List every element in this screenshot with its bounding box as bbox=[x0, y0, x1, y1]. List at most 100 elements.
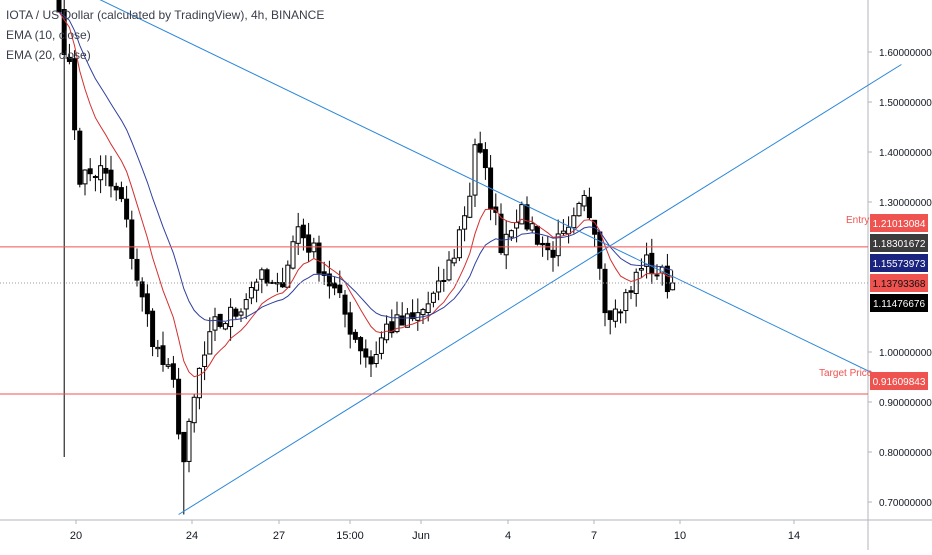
price-label-text: 1.11476676 bbox=[873, 299, 926, 310]
candle-body bbox=[482, 149, 488, 169]
candle-body bbox=[196, 367, 202, 399]
price-label-box bbox=[870, 214, 928, 232]
chart-title: IOTA / US Dollar (calculated by TradingV… bbox=[6, 8, 325, 22]
candle-body bbox=[82, 169, 88, 185]
y-tick-label: 1.30000000 bbox=[879, 198, 932, 209]
price-label-box bbox=[870, 294, 928, 312]
candle-body bbox=[290, 241, 296, 269]
price-label-text: 1.15573973 bbox=[873, 259, 926, 270]
y-tick-label: 1.60000000 bbox=[879, 48, 932, 59]
candle-body bbox=[389, 321, 395, 334]
candle-body bbox=[644, 254, 650, 267]
candle-body bbox=[108, 169, 114, 187]
candle-body bbox=[399, 315, 405, 326]
candle-body bbox=[98, 165, 104, 181]
candle-body bbox=[529, 223, 535, 231]
price-label: 1.21013084 bbox=[870, 214, 928, 232]
price-label-box bbox=[870, 234, 928, 252]
x-tick-label: Jun bbox=[412, 530, 430, 542]
candle-body bbox=[113, 185, 119, 191]
candles bbox=[56, 0, 676, 515]
candle-body bbox=[72, 58, 78, 131]
trendline bbox=[99, 0, 902, 388]
candle-body bbox=[373, 354, 379, 365]
candle-body bbox=[524, 204, 530, 230]
candle-body bbox=[316, 242, 322, 274]
x-tick-label: 27 bbox=[273, 530, 285, 542]
candle-body bbox=[165, 364, 171, 367]
candle-body bbox=[571, 215, 577, 229]
candle-body bbox=[368, 356, 374, 365]
target-price-label: Target Price bbox=[819, 368, 873, 379]
candle-body bbox=[61, 9, 67, 55]
candle-body bbox=[425, 303, 431, 313]
candle-body bbox=[347, 312, 353, 335]
price-label: 1.18301672 bbox=[870, 234, 928, 252]
candle-body bbox=[176, 378, 182, 435]
candle-body bbox=[597, 231, 603, 269]
candle-body bbox=[477, 143, 483, 153]
y-tick-label: 1.40000000 bbox=[879, 148, 932, 159]
candle-body bbox=[207, 331, 213, 355]
candle-body bbox=[321, 271, 327, 276]
candle-body bbox=[186, 420, 192, 462]
candle-body bbox=[326, 273, 332, 287]
price-label: 1.11476676 bbox=[870, 294, 928, 312]
chart-legend: IOTA / US Dollar (calculated by TradingV… bbox=[6, 5, 324, 65]
candle-body bbox=[612, 308, 618, 322]
price-label: 0.91609843 bbox=[870, 372, 928, 390]
candle-body bbox=[503, 233, 509, 256]
candle-body bbox=[670, 282, 676, 291]
candle-body bbox=[92, 175, 98, 179]
candle-body bbox=[243, 299, 249, 310]
candle-body bbox=[410, 312, 416, 320]
y-tick-label: 0.70000000 bbox=[879, 498, 932, 509]
price-label-text: 1.18301672 bbox=[873, 239, 926, 250]
trendline bbox=[178, 64, 902, 515]
price-label: 1.15573973 bbox=[870, 254, 928, 272]
indicator-ema-10[interactable]: EMA (10, close) bbox=[6, 28, 91, 42]
candle-body bbox=[306, 234, 312, 253]
candle-body bbox=[264, 269, 270, 284]
candle-body bbox=[124, 198, 130, 220]
candle-body bbox=[212, 316, 218, 331]
candle-body bbox=[254, 281, 260, 291]
x-tick-label: 14 bbox=[788, 530, 800, 542]
candle-body bbox=[77, 130, 83, 185]
candle-body bbox=[181, 431, 187, 463]
candle-body bbox=[607, 310, 613, 320]
candle-body bbox=[129, 219, 135, 259]
candle-body bbox=[170, 363, 176, 380]
price-label-text: 0.91609843 bbox=[873, 377, 926, 388]
candle-body bbox=[415, 312, 421, 321]
price-label-box bbox=[870, 254, 928, 272]
candle-body bbox=[87, 168, 93, 175]
indicator-ema-20[interactable]: EMA (20, close) bbox=[6, 48, 91, 62]
x-tick-label: 15:00 bbox=[336, 530, 364, 542]
candle-body bbox=[441, 279, 447, 282]
candle-body bbox=[472, 144, 478, 196]
candle-body bbox=[519, 204, 525, 225]
candle-body bbox=[285, 264, 291, 288]
candle-body bbox=[581, 194, 587, 207]
candle-body bbox=[602, 268, 608, 314]
y-tick-label: 0.90000000 bbox=[879, 398, 932, 409]
y-tick-label: 1.50000000 bbox=[879, 98, 932, 109]
candle-body bbox=[649, 252, 655, 275]
candle-body bbox=[576, 202, 582, 217]
x-tick-label: 10 bbox=[674, 530, 686, 542]
candle-body bbox=[446, 259, 452, 281]
candle-body bbox=[134, 258, 140, 281]
candle-body bbox=[352, 331, 358, 340]
candle-body bbox=[420, 309, 426, 316]
candle-body bbox=[238, 311, 244, 316]
candle-body bbox=[155, 346, 161, 350]
y-tick-label: 1.00000000 bbox=[879, 348, 932, 359]
candle-body bbox=[66, 56, 72, 62]
candle-body bbox=[202, 354, 208, 367]
candle-body bbox=[363, 348, 369, 358]
ema-20-line bbox=[58, 11, 673, 322]
candle-body bbox=[378, 337, 384, 354]
